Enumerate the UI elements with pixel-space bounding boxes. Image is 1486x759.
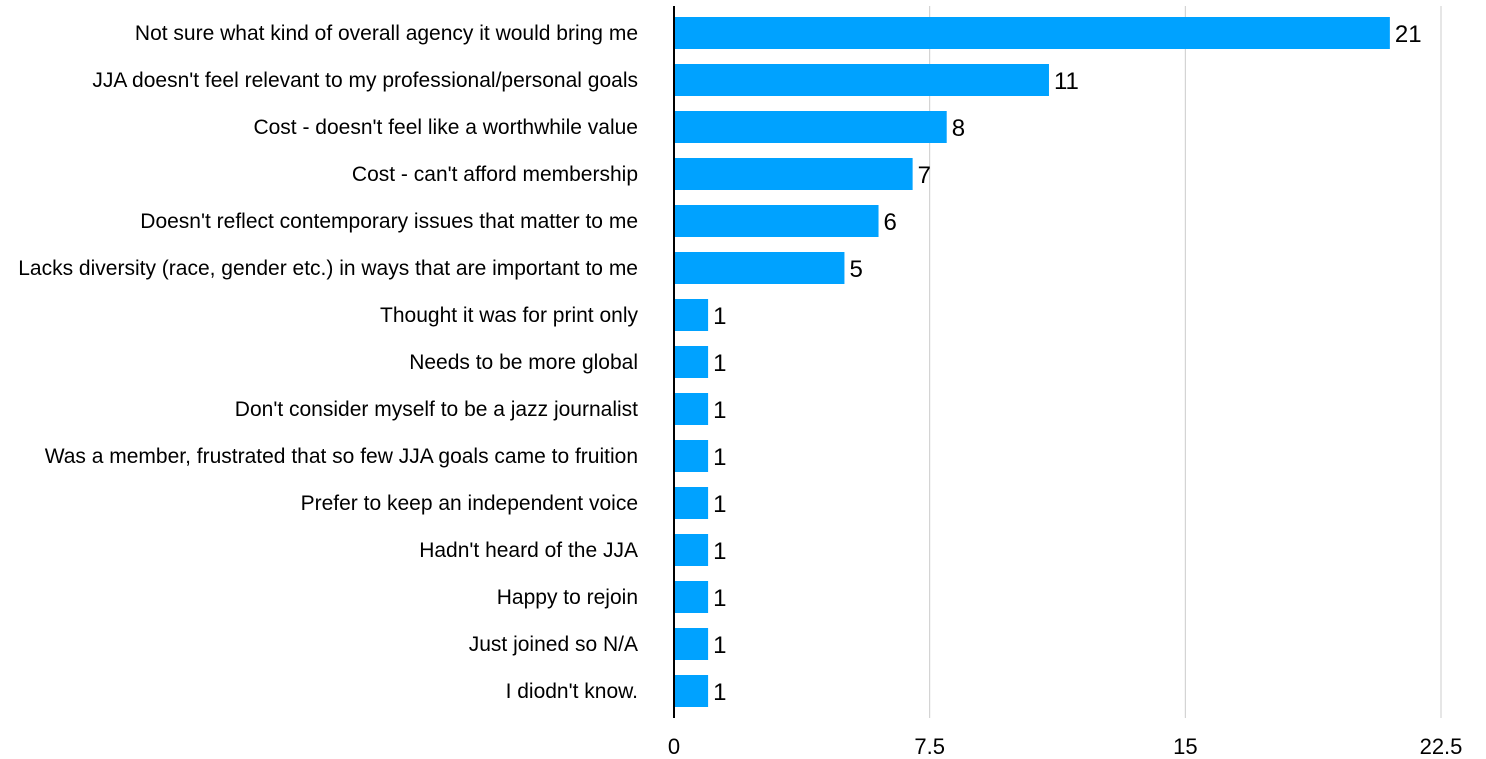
category-label: Happy to rejoin [497,586,638,609]
bar [674,440,708,472]
category-label: Needs to be more global [409,351,638,374]
category-label: I diodn't know. [506,680,638,703]
data-label: 1 [713,632,726,659]
x-tick-label: 22.5 [1420,734,1463,759]
data-label: 1 [713,491,726,518]
category-label: Lacks diversity (race, gender etc.) in w… [18,257,638,280]
category-label: Hadn't heard of the JJA [419,539,638,562]
data-label: 8 [952,115,965,142]
category-label: Cost - can't afford membership [352,163,638,186]
bar [674,393,708,425]
bars [674,17,1390,707]
bar [674,64,1049,96]
bar [674,581,708,613]
bar [674,628,708,660]
x-tick-labels: 0 7.5 15 22.5 [668,734,1463,759]
data-label: 11 [1054,68,1079,95]
bar [674,158,913,190]
category-label: JJA doesn't feel relevant to my professi… [92,69,638,92]
data-label: 5 [849,256,862,283]
category-label: Thought it was for print only [380,304,638,327]
bar [674,205,879,237]
data-label: 7 [918,162,931,189]
category-label: Don't consider myself to be a jazz journ… [235,398,638,421]
category-label: Doesn't reflect contemporary issues that… [140,210,638,233]
category-labels: Not sure what kind of overall agency it … [18,22,638,703]
data-label: 1 [713,585,726,612]
data-label: 1 [713,679,726,706]
bar [674,111,947,143]
bar [674,17,1390,49]
data-label: 1 [713,538,726,565]
x-tick-label: 0 [668,734,680,759]
category-label: Was a member, frustrated that so few JJA… [45,445,638,468]
bar [674,675,708,707]
category-label: Just joined so N/A [469,633,638,656]
bar [674,252,844,284]
data-label: 1 [713,350,726,377]
data-label: 1 [713,303,726,330]
x-tick-label: 7.5 [914,734,945,759]
category-label: Cost - doesn't feel like a worthwhile va… [253,116,638,139]
category-label: Prefer to keep an independent voice [301,492,638,515]
bar [674,299,708,331]
x-tick-label: 15 [1173,734,1197,759]
data-label: 6 [884,209,897,236]
grid-lines [930,6,1441,718]
bar [674,487,708,519]
bar [674,534,708,566]
data-label: 1 [713,444,726,471]
data-label: 21 [1395,21,1422,48]
data-label: 1 [713,397,726,424]
bar [674,346,708,378]
category-label: Not sure what kind of overall agency it … [135,22,638,45]
